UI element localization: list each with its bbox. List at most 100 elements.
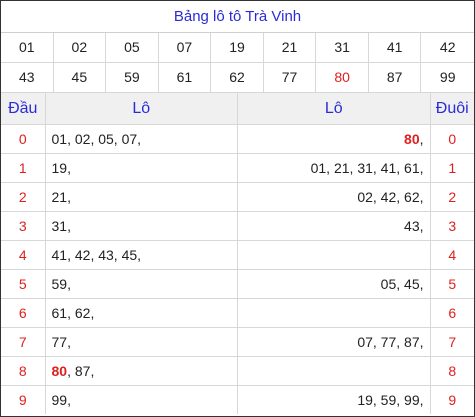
dau-cell: 6 xyxy=(1,298,46,328)
lo-number: 41 xyxy=(380,160,397,176)
lo-left-cell: 61, 62, xyxy=(45,298,238,328)
table-row: 6 61, 62, 6 xyxy=(1,298,474,328)
header-lo-left: Lô xyxy=(45,93,238,125)
number-cell: 21 xyxy=(263,33,317,63)
dau-cell: 2 xyxy=(1,182,46,212)
lo-number: 42 xyxy=(380,189,397,205)
lo-number: 62 xyxy=(74,305,91,321)
header-duoi: Đuôi xyxy=(430,93,474,125)
number-cell: 19 xyxy=(211,33,264,63)
lo-right-cell: 01, 21, 31, 41, 61, xyxy=(237,153,431,183)
number-cell: 59 xyxy=(106,63,159,93)
lo-left-cell: 41, 42, 43, 45, xyxy=(45,240,238,270)
lo-number: 43 xyxy=(98,247,114,263)
lo-right-cell: 43, xyxy=(237,211,431,241)
lo-left-cell: 59, xyxy=(45,269,238,299)
header-lo-right: Lô xyxy=(237,93,431,125)
number-cell: 41 xyxy=(368,33,422,63)
lo-right-cell: 05, 45, xyxy=(237,269,431,299)
lo-right-cell: 80, xyxy=(237,124,431,154)
lo-number: 21 xyxy=(333,160,350,176)
lo-number: 59 xyxy=(380,392,397,408)
duoi-cell: 5 xyxy=(430,269,474,299)
number-cell: 99 xyxy=(421,63,474,93)
table-row: 4 41, 42, 43, 45, 4 xyxy=(1,240,474,270)
number-cell: 43 xyxy=(1,63,54,93)
lo-right-cell: 02, 42, 62, xyxy=(237,182,431,212)
dau-cell: 4 xyxy=(1,240,46,270)
lo-number: 41 xyxy=(51,247,68,263)
lo-number: 07 xyxy=(357,334,373,350)
lo-number: 99 xyxy=(51,392,68,408)
lo-number: 87 xyxy=(74,363,91,379)
number-cell: 01 xyxy=(1,33,54,63)
lo-number: 77 xyxy=(51,334,68,350)
lo-number: 59 xyxy=(51,276,68,292)
number-cell: 62 xyxy=(211,63,264,93)
number-cell: 45 xyxy=(53,63,107,93)
lo-number: 19 xyxy=(51,160,68,176)
table-row: 5 59, 05, 45, 5 xyxy=(1,269,474,299)
duoi-cell: 6 xyxy=(430,298,474,328)
lo-left-cell: 01, 02, 05, 07, xyxy=(45,124,238,154)
dau-cell: 7 xyxy=(1,327,46,357)
lo-left-cell: 21, xyxy=(45,182,238,212)
table-row: 0 01, 02, 05, 07, 80, 0 xyxy=(1,124,474,154)
lo-left-cell: 80, 87, xyxy=(45,356,238,386)
lo-number: 21 xyxy=(51,189,68,205)
table-row: 2 21, 02, 42, 62, 2 xyxy=(1,182,474,212)
table-row: 3 31, 43, 3 xyxy=(1,211,474,241)
lo-number: 02 xyxy=(74,131,91,147)
lo-number: 01 xyxy=(310,160,327,176)
dau-cell: 0 xyxy=(1,124,46,154)
lo-number: 01 xyxy=(51,131,68,147)
lo-number: 80 xyxy=(51,363,68,379)
lo-number: 80 xyxy=(404,131,420,147)
duoi-cell: 4 xyxy=(430,240,474,270)
board-title: Bảng lô tô Trà Vinh xyxy=(1,1,474,33)
header-dau: Đầu xyxy=(1,93,46,125)
lo-left-cell: 19, xyxy=(45,153,238,183)
loto-table: Đầu Lô Lô Đuôi 0 01, 02, 05, 07, 80, 0 1 19, 0… xyxy=(1,93,474,414)
number-cell: 42 xyxy=(421,33,474,63)
lo-number: 61 xyxy=(51,305,68,321)
lo-number: 07 xyxy=(121,131,138,147)
dau-cell: 8 xyxy=(1,356,46,386)
lo-number: 19 xyxy=(357,392,373,408)
table-row: 9 99, 19, 59, 99, 9 xyxy=(1,385,474,414)
number-cell: 77 xyxy=(263,63,317,93)
lo-number: 02 xyxy=(357,189,373,205)
lo-number: 99 xyxy=(404,392,420,408)
lo-right-cell xyxy=(237,356,431,386)
lo-right-cell: 19, 59, 99, xyxy=(237,385,431,414)
duoi-cell: 2 xyxy=(430,182,474,212)
lo-number: 31 xyxy=(51,218,68,234)
table-row: 7 77, 07, 77, 87, 7 xyxy=(1,327,474,357)
number-cell: 05 xyxy=(106,33,159,63)
lo-number: 45 xyxy=(404,276,420,292)
lo-left-cell: 77, xyxy=(45,327,238,357)
table-row: 1 19, 01, 21, 31, 41, 61, 1 xyxy=(1,153,474,183)
lo-number: 77 xyxy=(380,334,397,350)
lo-number: 05 xyxy=(380,276,397,292)
lo-right-cell: 07, 77, 87, xyxy=(237,327,431,357)
number-cell: 87 xyxy=(368,63,422,93)
dau-cell: 3 xyxy=(1,211,46,241)
lo-number: 43 xyxy=(404,218,420,234)
lo-number: 05 xyxy=(98,131,114,147)
lo-number: 87 xyxy=(404,334,420,350)
duoi-cell: 7 xyxy=(430,327,474,357)
number-cell: 31 xyxy=(316,33,369,63)
lo-number: 61 xyxy=(404,160,420,176)
duoi-cell: 8 xyxy=(430,356,474,386)
table-row: 8 80, 87, 8 xyxy=(1,356,474,386)
lo-number: 45 xyxy=(121,247,138,263)
number-cell: 07 xyxy=(158,33,212,63)
numbers-grid: 01 02 05 07 19 21 31 41 42 43 45 59 61 62 77 80 87 99 xyxy=(1,33,474,93)
table-header-row: Đầu Lô Lô Đuôi xyxy=(1,93,474,125)
dau-cell: 9 xyxy=(1,385,46,414)
number-cell: 61 xyxy=(158,63,212,93)
duoi-cell: 0 xyxy=(430,124,474,154)
number-cell: 80 xyxy=(316,63,369,93)
